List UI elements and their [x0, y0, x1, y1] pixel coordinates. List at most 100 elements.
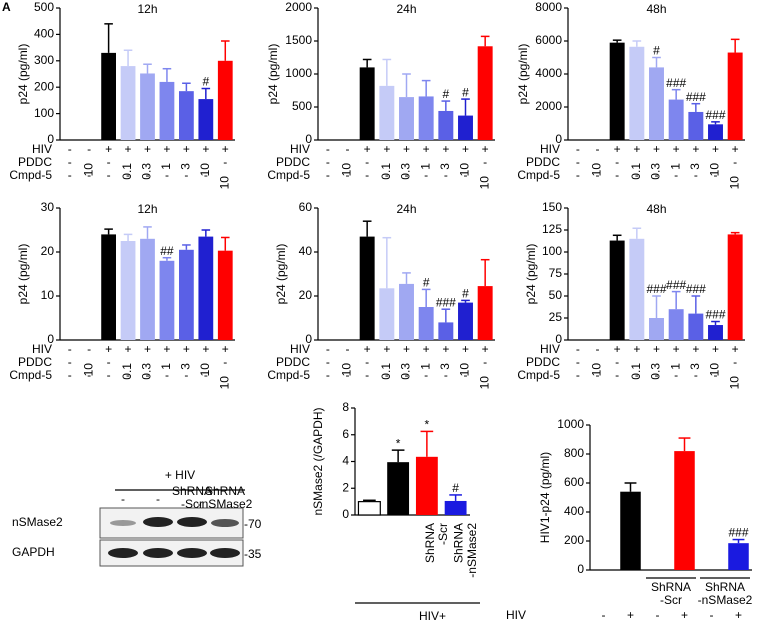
row-cell: +: [442, 342, 449, 356]
y-tick-label: 20: [41, 244, 55, 258]
error-bar: [182, 244, 191, 250]
band: [143, 517, 173, 527]
row-cell: 3: [688, 363, 702, 370]
y-tick-label: 8000: [535, 0, 562, 14]
error-bar: [201, 229, 211, 237]
row-cell: -: [146, 168, 150, 182]
row-cell: 0.3: [140, 363, 154, 380]
row-label: HIV: [32, 342, 52, 356]
bar: [418, 96, 434, 140]
error-bar: [711, 121, 720, 125]
row-cell: -: [615, 355, 619, 369]
error-bar: [652, 56, 661, 68]
row-cell: -: [68, 168, 72, 182]
row-cell: 0.3: [649, 163, 663, 180]
row-cell: +: [692, 142, 699, 156]
annotation: ###: [666, 76, 686, 90]
row-cell: 10: [458, 363, 472, 377]
bar: [708, 124, 723, 140]
row-cell: -: [326, 368, 330, 382]
annotation: ###: [705, 108, 725, 122]
row-cell: 10: [708, 363, 722, 377]
y-tick-label: 60: [299, 200, 313, 214]
y-tick-label: 4: [342, 454, 349, 468]
row-cell: 10: [340, 363, 354, 377]
row-cell: -: [87, 168, 91, 182]
chart-title: 48h: [646, 2, 666, 16]
row-cell: -: [405, 168, 409, 182]
bar: [609, 42, 625, 140]
error-bar: [201, 87, 211, 100]
y-tick-label: 6: [342, 427, 349, 441]
bar: [415, 456, 438, 515]
y-tick-label: 400: [564, 504, 584, 518]
error-bar: [730, 231, 740, 235]
row-cell: 10: [727, 176, 741, 190]
bar: [179, 249, 194, 340]
row-cell: 3: [179, 163, 193, 170]
error-bar: [730, 38, 740, 53]
row-cell: -: [346, 342, 350, 356]
row-cell: 10: [340, 163, 354, 177]
row-cell: -: [444, 168, 448, 182]
annotation: #: [653, 44, 660, 58]
annotation: ##: [160, 244, 174, 258]
bar: [120, 66, 136, 140]
row-cell: -: [165, 368, 169, 382]
row-cell: +: [673, 342, 680, 356]
row-cell: -: [68, 355, 72, 369]
row-cell: 0.3: [399, 363, 413, 380]
error-bar: [123, 49, 133, 67]
row-cell: -: [615, 155, 619, 169]
error-bar: [632, 40, 642, 47]
row-cell: +: [183, 142, 190, 156]
row-cell: -: [576, 342, 580, 356]
error-bar: [461, 299, 470, 303]
error-bar: [441, 100, 451, 111]
row-cell: +: [125, 142, 132, 156]
row-cell: 10: [81, 363, 95, 377]
row-cell: +: [183, 342, 190, 356]
bar: [620, 491, 641, 570]
bar: [198, 236, 214, 340]
y-axis-label: p24 (pg/ml): [16, 44, 30, 105]
y-tick-label: 500: [292, 99, 312, 113]
row-cell: +: [125, 342, 132, 356]
bar: [379, 85, 395, 140]
row-cell: -: [483, 155, 487, 169]
row-cell: +: [222, 142, 229, 156]
annotation: ###: [646, 282, 666, 296]
error-bar: [711, 320, 720, 326]
bar: [444, 500, 467, 515]
y-tick-label: 500: [34, 0, 54, 14]
error-bar: [123, 233, 133, 241]
annotation: ###: [728, 526, 748, 540]
bar: [159, 81, 175, 140]
row-cell: -: [674, 368, 678, 382]
y-tick-label: 25: [549, 310, 563, 324]
row-cell: +: [144, 142, 151, 156]
row-cell: -: [326, 342, 330, 356]
error-bar: [632, 227, 642, 239]
bar: [399, 97, 414, 140]
row-cell: 0.1: [629, 363, 643, 380]
row-cell: -: [576, 168, 580, 182]
row-label: HIV: [540, 342, 560, 356]
bar: [629, 46, 645, 140]
lane-label: -: [156, 492, 160, 506]
row-cell: -: [635, 368, 639, 382]
row-cell: -: [365, 355, 369, 369]
row-cell: -: [733, 355, 737, 369]
row-cell: +: [403, 142, 410, 156]
size-marker: -35: [244, 547, 262, 561]
row-cell: -: [405, 368, 409, 382]
y-tick-label: 600: [564, 475, 584, 489]
y-tick-label: 0: [305, 132, 312, 146]
y-axis-label: nSMase2 (/GAPDH): [311, 407, 325, 515]
row-cell: +: [383, 142, 390, 156]
row-cell: -: [365, 155, 369, 169]
row-cell: -: [68, 342, 72, 356]
